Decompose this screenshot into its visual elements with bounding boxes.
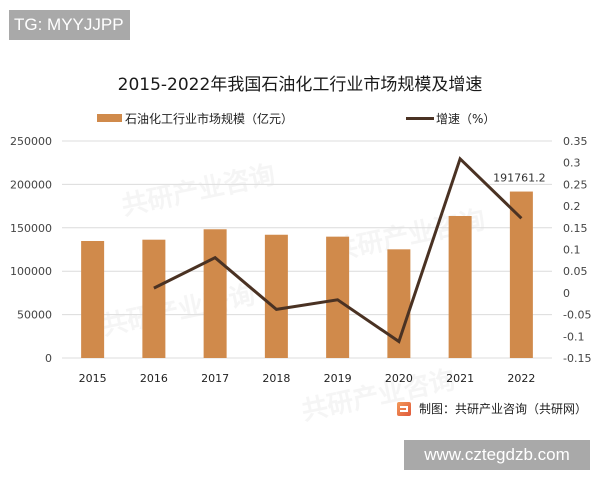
bar-2017	[203, 229, 227, 358]
chart-title: 2015-2022年我国石油化工行业市场规模及增速	[117, 75, 483, 95]
legend-label: 增速（%）	[436, 111, 496, 126]
x-axis-tick: 2021	[446, 372, 474, 385]
right-axis-tick: 0.25	[563, 178, 588, 191]
source-credit: 制图：共研产业咨询（共研网）	[397, 400, 587, 417]
x-axis-tick: 2022	[507, 372, 535, 385]
x-axis-tick: 2015	[79, 372, 107, 385]
x-axis-tick: 2019	[324, 372, 352, 385]
right-axis-tick: 0.35	[563, 135, 588, 148]
left-axis-tick: 0	[45, 352, 52, 365]
chart-plot: 250000 200000 150000 100000 50000 0 0.35 0.3 0.2…	[10, 135, 591, 385]
x-axis-tick: 2018	[262, 372, 290, 385]
line-swatch-icon	[406, 116, 434, 120]
url-badge: www.cztegdzb.com	[404, 440, 590, 470]
right-axis-tick: 0.15	[563, 222, 588, 235]
right-axis-tick: 0.3	[563, 157, 581, 170]
bar-2020	[387, 249, 411, 358]
logo-icon	[397, 401, 411, 416]
growth-line	[153, 156, 523, 344]
data-label: 191761.2	[493, 172, 546, 185]
bar-2018	[264, 234, 288, 358]
right-axis-tick: 0	[563, 287, 570, 300]
bar-2015	[81, 240, 105, 358]
x-axis-tick: 2017	[201, 372, 229, 385]
legend: 石油化工行业市场规模（亿元） 增速（%）	[0, 109, 600, 127]
left-axis-tick: 150000	[10, 222, 52, 235]
left-axis-tick: 200000	[10, 178, 52, 191]
left-axis-tick: 50000	[17, 309, 52, 322]
left-axis-tick: 250000	[10, 135, 52, 148]
bar-2022	[509, 191, 533, 358]
legend-item-growth: 增速（%）	[406, 109, 495, 127]
right-axis-tick: 0.2	[563, 200, 581, 213]
bar-2021	[448, 215, 472, 358]
x-axis-tick: 2020	[385, 372, 413, 385]
right-axis-tick: 0.05	[563, 265, 588, 278]
tag-badge: TG: MYYJJPP	[9, 10, 130, 40]
right-axis-tick: 0.1	[563, 244, 581, 257]
left-axis-tick: 100000	[10, 265, 52, 278]
right-axis-tick: -0.15	[563, 352, 591, 365]
right-axis-tick: -0.1	[563, 330, 584, 343]
source-text: 制图：共研产业咨询（共研网）	[419, 402, 588, 416]
right-axis-tick: -0.05	[563, 309, 591, 322]
bar-swatch-icon	[97, 114, 122, 122]
bar-2019	[326, 236, 350, 358]
bar-2016	[142, 239, 166, 358]
x-axis-tick: 2016	[140, 372, 168, 385]
legend-label: 石油化工行业市场规模（亿元）	[125, 111, 294, 126]
legend-item-market-size: 石油化工行业市场规模（亿元）	[97, 109, 293, 127]
